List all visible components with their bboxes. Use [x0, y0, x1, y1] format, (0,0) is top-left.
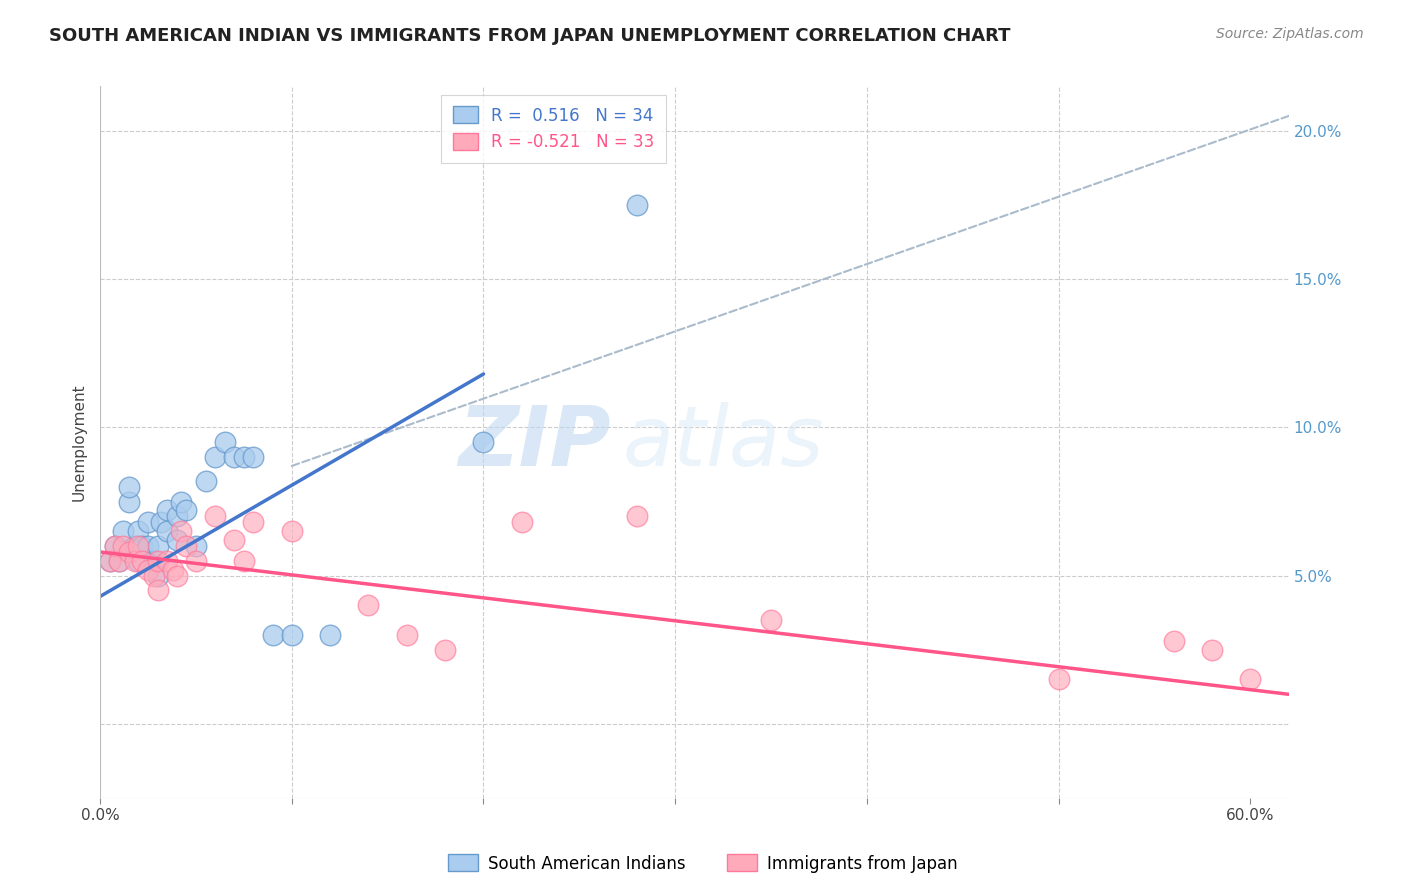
Point [281, 524, 304, 538]
Text: SOUTH AMERICAN INDIAN VS IMMIGRANTS FROM JAPAN UNEMPLOYMENT CORRELATION CHART: SOUTH AMERICAN INDIAN VS IMMIGRANTS FROM… [49, 27, 1011, 45]
Point [232, 554, 254, 568]
Y-axis label: Unemployment: Unemployment [72, 384, 86, 501]
Point [166, 509, 188, 524]
Point [146, 539, 169, 553]
Point [281, 628, 304, 642]
Point [184, 539, 207, 553]
Point [142, 568, 165, 582]
Point [162, 563, 184, 577]
Point [127, 554, 149, 568]
Point [146, 583, 169, 598]
Point [395, 628, 418, 642]
Point [104, 539, 127, 553]
Point [108, 554, 131, 568]
Point [118, 480, 141, 494]
Point [150, 516, 173, 530]
Point [242, 516, 264, 530]
Point [124, 539, 146, 553]
Point [156, 524, 179, 538]
Point [104, 539, 127, 553]
Point [472, 435, 495, 450]
Point [118, 545, 141, 559]
Point [169, 524, 191, 538]
Point [232, 450, 254, 464]
Point [98, 554, 121, 568]
Point [319, 628, 342, 642]
Point [434, 642, 457, 657]
Point [204, 450, 226, 464]
Point [136, 539, 159, 553]
Point [131, 554, 153, 568]
Point [262, 628, 284, 642]
Legend: R =  0.516   N = 34, R = -0.521   N = 33: R = 0.516 N = 34, R = -0.521 N = 33 [441, 95, 666, 162]
Point [136, 516, 159, 530]
Point [112, 539, 135, 553]
Point [759, 613, 782, 627]
Point [142, 554, 165, 568]
Point [176, 539, 198, 553]
Point [224, 450, 246, 464]
Point [124, 554, 146, 568]
Point [242, 450, 264, 464]
Point [176, 503, 198, 517]
Point [131, 539, 153, 553]
Point [510, 516, 533, 530]
Point [108, 554, 131, 568]
Point [136, 563, 159, 577]
Point [166, 533, 188, 547]
Point [156, 554, 179, 568]
Point [146, 568, 169, 582]
Point [194, 474, 217, 488]
Text: ZIP: ZIP [458, 401, 612, 483]
Point [169, 494, 191, 508]
Point [1163, 633, 1185, 648]
Point [626, 509, 648, 524]
Point [1047, 673, 1070, 687]
Point [184, 554, 207, 568]
Point [357, 599, 380, 613]
Point [204, 509, 226, 524]
Point [127, 524, 149, 538]
Point [118, 494, 141, 508]
Point [224, 533, 246, 547]
Point [98, 554, 121, 568]
Text: Source: ZipAtlas.com: Source: ZipAtlas.com [1216, 27, 1364, 41]
Point [112, 524, 135, 538]
Text: atlas: atlas [623, 401, 825, 483]
Point [214, 435, 236, 450]
Legend: South American Indians, Immigrants from Japan: South American Indians, Immigrants from … [441, 847, 965, 880]
Point [146, 554, 169, 568]
Point [127, 539, 149, 553]
Point [626, 198, 648, 212]
Point [166, 568, 188, 582]
Point [1201, 642, 1223, 657]
Point [156, 503, 179, 517]
Point [1239, 673, 1261, 687]
